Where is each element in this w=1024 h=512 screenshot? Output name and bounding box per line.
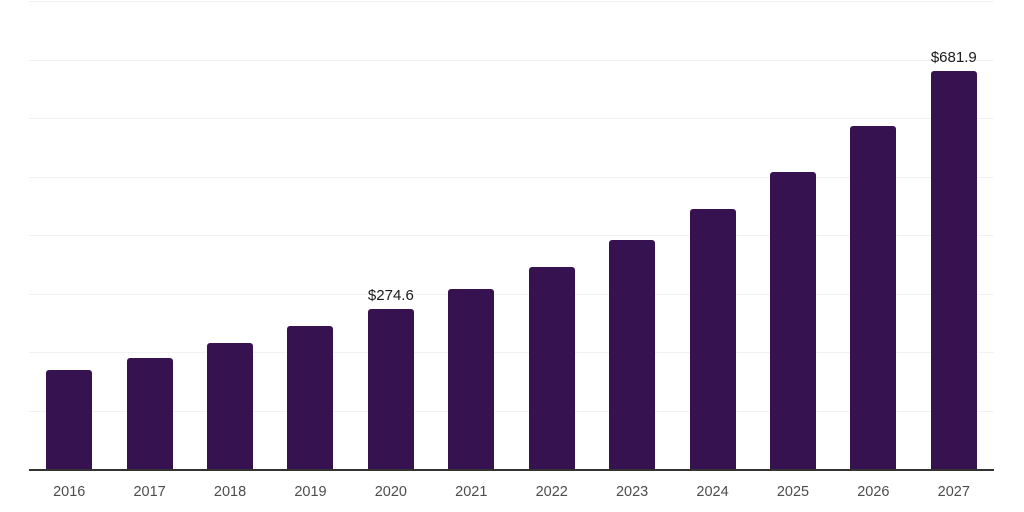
gridline [29,59,994,61]
bar-2016 [46,370,93,470]
x-axis-label-2027: 2027 [937,484,970,500]
gridline [29,118,994,119]
gridline [29,176,994,178]
bar-value-label-2020: $274.6 [367,287,414,305]
bar-2020 [367,309,414,470]
x-axis-label-2023: 2023 [615,484,649,500]
x-axis-label-2020: 2020 [374,484,407,500]
gridline [29,1,994,2]
bar-2025 [769,172,816,470]
bar-2021 [448,289,495,470]
x-axis-label-2024: 2024 [696,484,729,500]
bar-2024 [689,209,736,470]
x-axis-label-2021: 2021 [455,484,488,500]
x-axis-label-2022: 2022 [535,484,568,500]
x-axis-label-2018: 2018 [213,484,247,500]
x-axis-label-2025: 2025 [776,484,810,500]
bar-value-label-2027: $681.9 [930,49,977,67]
gridline [29,235,994,236]
bar-2018 [207,342,254,470]
gridline [29,410,994,412]
x-axis-line [29,469,994,471]
bar-2026 [850,126,897,470]
x-axis-label-2019: 2019 [294,484,327,500]
bar-2023 [609,239,656,470]
bar-2027 [930,71,977,470]
gridline [29,293,994,295]
bar-2017 [126,357,173,470]
x-axis-label-2016: 2016 [53,484,86,500]
bar-2022 [528,266,575,470]
gridline [29,352,994,353]
x-axis-label-2026: 2026 [857,484,890,500]
x-axis-label-2017: 2017 [133,484,166,500]
bar-2019 [287,325,334,470]
